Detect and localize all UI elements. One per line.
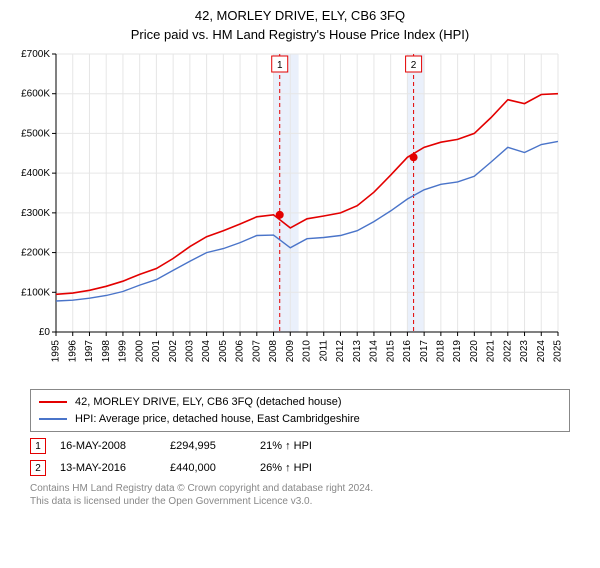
svg-text:2010: 2010 [302,340,313,363]
event-pct-2: 26% ↑ HPI [260,462,370,474]
svg-text:2013: 2013 [352,340,363,363]
svg-text:2020: 2020 [469,340,480,363]
svg-text:2023: 2023 [519,340,530,363]
svg-text:£600K: £600K [21,89,50,100]
footer-line-2: This data is licensed under the Open Gov… [30,495,570,508]
svg-text:2012: 2012 [335,340,346,363]
svg-text:2015: 2015 [385,340,396,363]
svg-text:2011: 2011 [318,340,329,362]
svg-text:1996: 1996 [67,340,78,363]
svg-text:2000: 2000 [134,340,145,363]
svg-text:2006: 2006 [235,340,246,363]
event-date-2: 13-MAY-2016 [60,462,170,474]
chart-plot-area: £0 £100K £200K £300K £400K £500K £600K £700K 199… [8,48,600,383]
svg-text:2018: 2018 [436,340,447,363]
event-price-1: £294,995 [170,440,260,452]
svg-text:2022: 2022 [502,340,513,363]
legend-swatch-hpi [39,418,67,420]
svg-text:£500K: £500K [21,128,50,139]
legend-item-property: 42, MORLEY DRIVE, ELY, CB6 3FQ (detached… [39,394,561,411]
legend-swatch-property [39,401,67,403]
event-row-1: 1 16-MAY-2008 £294,995 21% ↑ HPI [30,438,570,454]
svg-text:1995: 1995 [51,340,62,363]
event-table: 1 16-MAY-2008 £294,995 21% ↑ HPI 2 13-MA… [30,438,570,476]
legend-item-hpi: HPI: Average price, detached house, East… [39,411,561,428]
svg-text:2005: 2005 [218,340,229,363]
svg-text:2024: 2024 [536,340,547,363]
svg-text:2014: 2014 [369,340,380,363]
svg-text:2008: 2008 [268,340,279,363]
chart-container: 42, MORLEY DRIVE, ELY, CB6 3FQ Price pai… [0,8,600,568]
svg-text:2: 2 [411,60,417,71]
svg-text:1: 1 [277,60,283,71]
footer-attribution: Contains HM Land Registry data © Crown c… [30,482,570,508]
event-marker-1: 1 [30,438,46,454]
svg-text:2021: 2021 [486,340,497,363]
line-chart-svg: £0 £100K £200K £300K £400K £500K £600K £700K 199… [8,48,568,378]
svg-text:£300K: £300K [21,208,50,219]
svg-text:2004: 2004 [201,340,212,363]
svg-text:£100K: £100K [21,287,50,298]
svg-text:2019: 2019 [452,340,463,363]
svg-text:2007: 2007 [251,340,262,363]
svg-text:2025: 2025 [553,340,564,363]
svg-text:£700K: £700K [21,49,50,60]
event-date-1: 16-MAY-2008 [60,440,170,452]
event-price-2: £440,000 [170,462,260,474]
svg-text:2003: 2003 [185,340,196,363]
event-row-2: 2 13-MAY-2016 £440,000 26% ↑ HPI [30,460,570,476]
legend-label-property: 42, MORLEY DRIVE, ELY, CB6 3FQ (detached… [75,394,342,411]
chart-title-subtitle: Price paid vs. HM Land Registry's House … [0,27,600,42]
event-marker-2: 2 [30,460,46,476]
legend: 42, MORLEY DRIVE, ELY, CB6 3FQ (detached… [30,389,570,432]
chart-title-address: 42, MORLEY DRIVE, ELY, CB6 3FQ [0,8,600,23]
svg-text:1997: 1997 [84,340,95,363]
svg-text:£400K: £400K [21,168,50,179]
legend-label-hpi: HPI: Average price, detached house, East… [75,411,360,428]
svg-text:2001: 2001 [151,340,162,363]
svg-text:2016: 2016 [402,340,413,363]
svg-text:2017: 2017 [419,340,430,363]
footer-line-1: Contains HM Land Registry data © Crown c… [30,482,570,495]
svg-text:2009: 2009 [285,340,296,363]
svg-text:£200K: £200K [21,248,50,259]
svg-text:1998: 1998 [101,340,112,363]
svg-text:2002: 2002 [168,340,179,363]
svg-text:1999: 1999 [118,340,129,363]
event-pct-1: 21% ↑ HPI [260,440,370,452]
svg-text:£0: £0 [39,327,51,338]
